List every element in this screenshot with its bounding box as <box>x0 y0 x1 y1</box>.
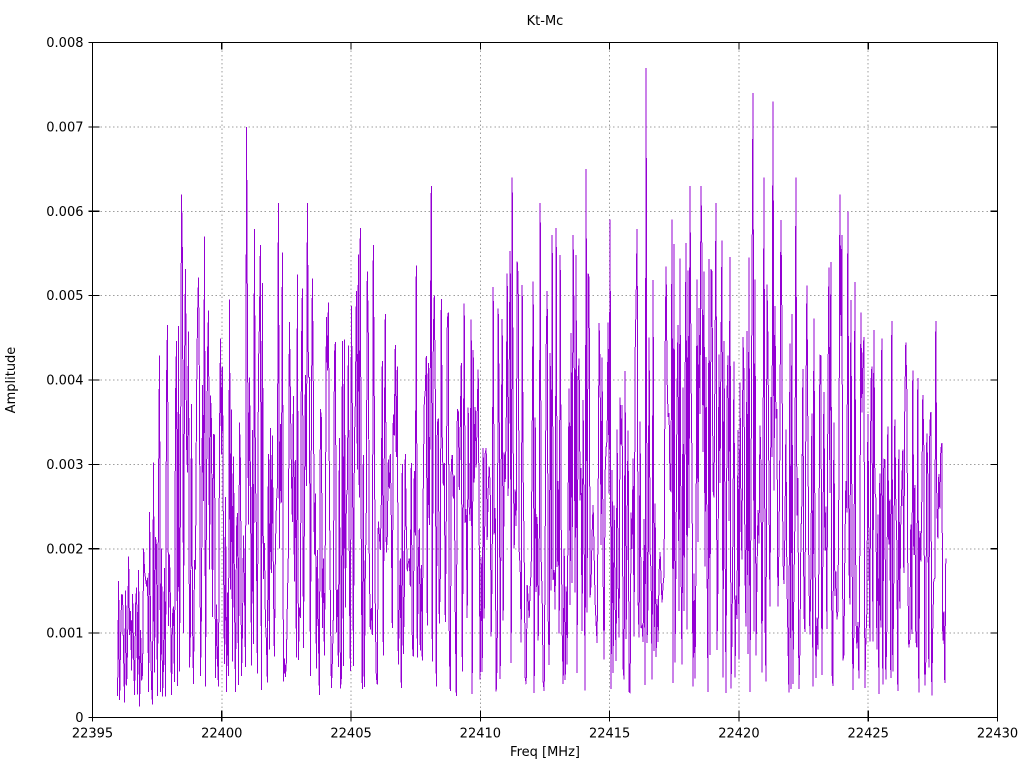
chart-title: Kt-Mc <box>527 14 564 29</box>
y-tick-label: 0.002 <box>46 542 83 557</box>
x-tick-label: 22410 <box>460 727 501 742</box>
y-tick-label: 0.006 <box>46 205 83 220</box>
y-tick-label: 0.001 <box>46 627 83 642</box>
y-tick-label: 0.003 <box>46 458 83 473</box>
data-series-line <box>117 67 947 707</box>
x-tick-label: 22415 <box>589 727 630 742</box>
x-tick-label: 22430 <box>977 727 1018 742</box>
x-axis-tick-labels: 22395 22400 22405 22410 22415 22420 22425 22430 <box>72 727 1018 742</box>
x-tick-label: 22425 <box>848 727 889 742</box>
y-axis-title: Amplitude <box>4 347 19 414</box>
y-tick-label: 0.008 <box>46 36 83 51</box>
x-tick-label: 22420 <box>718 727 759 742</box>
spectrum-trace <box>117 67 947 707</box>
y-tick-label: 0 <box>75 711 83 726</box>
y-tick-label: 0.004 <box>46 374 83 389</box>
axis-tick-marks <box>88 41 999 722</box>
x-axis-title: Freq [MHz] <box>510 745 580 760</box>
x-tick-label: 22405 <box>330 727 371 742</box>
x-tick-label: 22395 <box>72 727 113 742</box>
x-tick-label: 22400 <box>201 727 242 742</box>
y-tick-label: 0.007 <box>46 120 83 135</box>
y-axis-tick-labels: 0 0.001 0.002 0.003 0.004 0.005 0.006 0.007 0.00… <box>46 36 83 726</box>
y-tick-label: 0.005 <box>46 289 83 304</box>
